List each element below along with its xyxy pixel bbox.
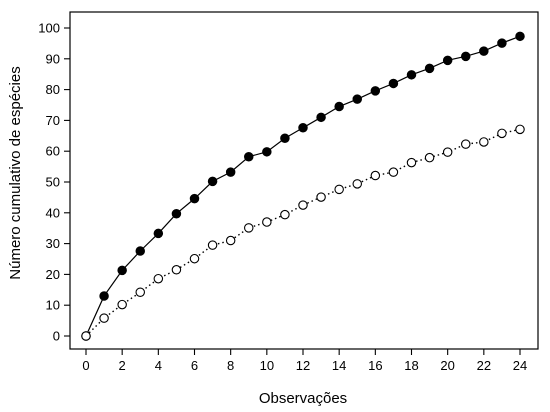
data-point	[316, 112, 326, 123]
data-point	[460, 51, 471, 62]
x-axis: 0 2 4 6 8 10 12 14 16 18 20 22 24	[82, 349, 527, 373]
data-point	[189, 253, 200, 264]
data-point	[135, 287, 146, 298]
data-point	[280, 209, 290, 220]
data-point	[515, 31, 525, 42]
x-tick-label: 20	[440, 358, 454, 373]
x-tick-label: 16	[368, 358, 382, 373]
data-point	[406, 70, 417, 80]
x-tick-label: 18	[404, 358, 418, 373]
y-tick-label: 10	[46, 298, 60, 313]
x-tick-label: 22	[477, 358, 491, 373]
y-tick-label: 50	[46, 175, 60, 190]
x-tick-label: 8	[227, 358, 234, 373]
data-point	[298, 200, 308, 210]
data-point	[117, 265, 127, 276]
y-tick-label: 90	[46, 51, 60, 66]
data-point	[388, 78, 399, 89]
x-axis-title: Observações	[259, 390, 347, 407]
data-point	[497, 38, 507, 48]
data-point	[81, 331, 91, 341]
x-tick-label: 2	[119, 358, 126, 373]
data-point	[207, 240, 218, 250]
data-point	[442, 55, 453, 66]
data-point	[244, 223, 254, 233]
y-tick-label: 0	[53, 329, 60, 344]
data-point	[262, 147, 272, 157]
data-point	[515, 124, 525, 135]
x-tick-label: 14	[332, 358, 346, 373]
y-tick-label: 60	[46, 144, 60, 159]
y-axis: 0 10 20 30 40 50 60 70 80 90 100	[38, 21, 70, 344]
y-tick-label: 20	[46, 267, 60, 282]
y-tick-label: 40	[46, 205, 60, 220]
data-point	[117, 299, 127, 310]
series-line	[85, 35, 521, 337]
x-tick-label: 12	[296, 358, 310, 373]
y-tick-label: 70	[46, 113, 60, 128]
data-point	[479, 137, 489, 147]
data-point	[225, 167, 236, 177]
data-point	[171, 265, 182, 275]
data-point	[99, 313, 109, 323]
data-point	[316, 192, 326, 202]
data-point	[189, 193, 200, 204]
data-point	[244, 151, 254, 162]
plot-frame	[69, 11, 539, 350]
x-tick-label: 4	[155, 358, 162, 373]
series-2	[81, 124, 525, 341]
data-point	[352, 94, 362, 104]
series-1	[81, 31, 525, 341]
data-point	[207, 176, 218, 187]
data-point	[262, 217, 272, 227]
data-point	[442, 147, 453, 157]
y-tick-label: 30	[46, 236, 60, 251]
data-point	[497, 128, 507, 139]
x-tick-label: 6	[191, 358, 198, 373]
data-point	[334, 101, 344, 112]
data-point	[99, 291, 109, 301]
x-tick-label: 24	[513, 358, 527, 373]
data-point	[334, 184, 344, 195]
data-point	[460, 139, 471, 149]
data-point	[153, 228, 164, 239]
data-point	[280, 133, 290, 144]
series-layer	[81, 31, 525, 341]
data-point	[171, 208, 182, 219]
data-point	[135, 246, 146, 256]
data-point	[352, 179, 362, 189]
series-line	[85, 128, 521, 337]
data-point	[388, 167, 399, 177]
data-point	[370, 86, 381, 96]
y-tick-label: 100	[38, 21, 60, 36]
data-point	[479, 46, 489, 56]
y-axis-title: Número cumulativo de espécies	[7, 66, 24, 279]
data-point	[153, 273, 164, 284]
x-tick-label: 10	[260, 358, 274, 373]
data-point	[298, 123, 308, 133]
data-point	[370, 170, 381, 181]
data-point	[225, 235, 236, 246]
data-point	[424, 63, 435, 74]
y-tick-label: 80	[46, 82, 60, 97]
x-tick-label: 0	[82, 358, 89, 373]
data-point	[424, 152, 435, 163]
data-point	[406, 157, 417, 168]
